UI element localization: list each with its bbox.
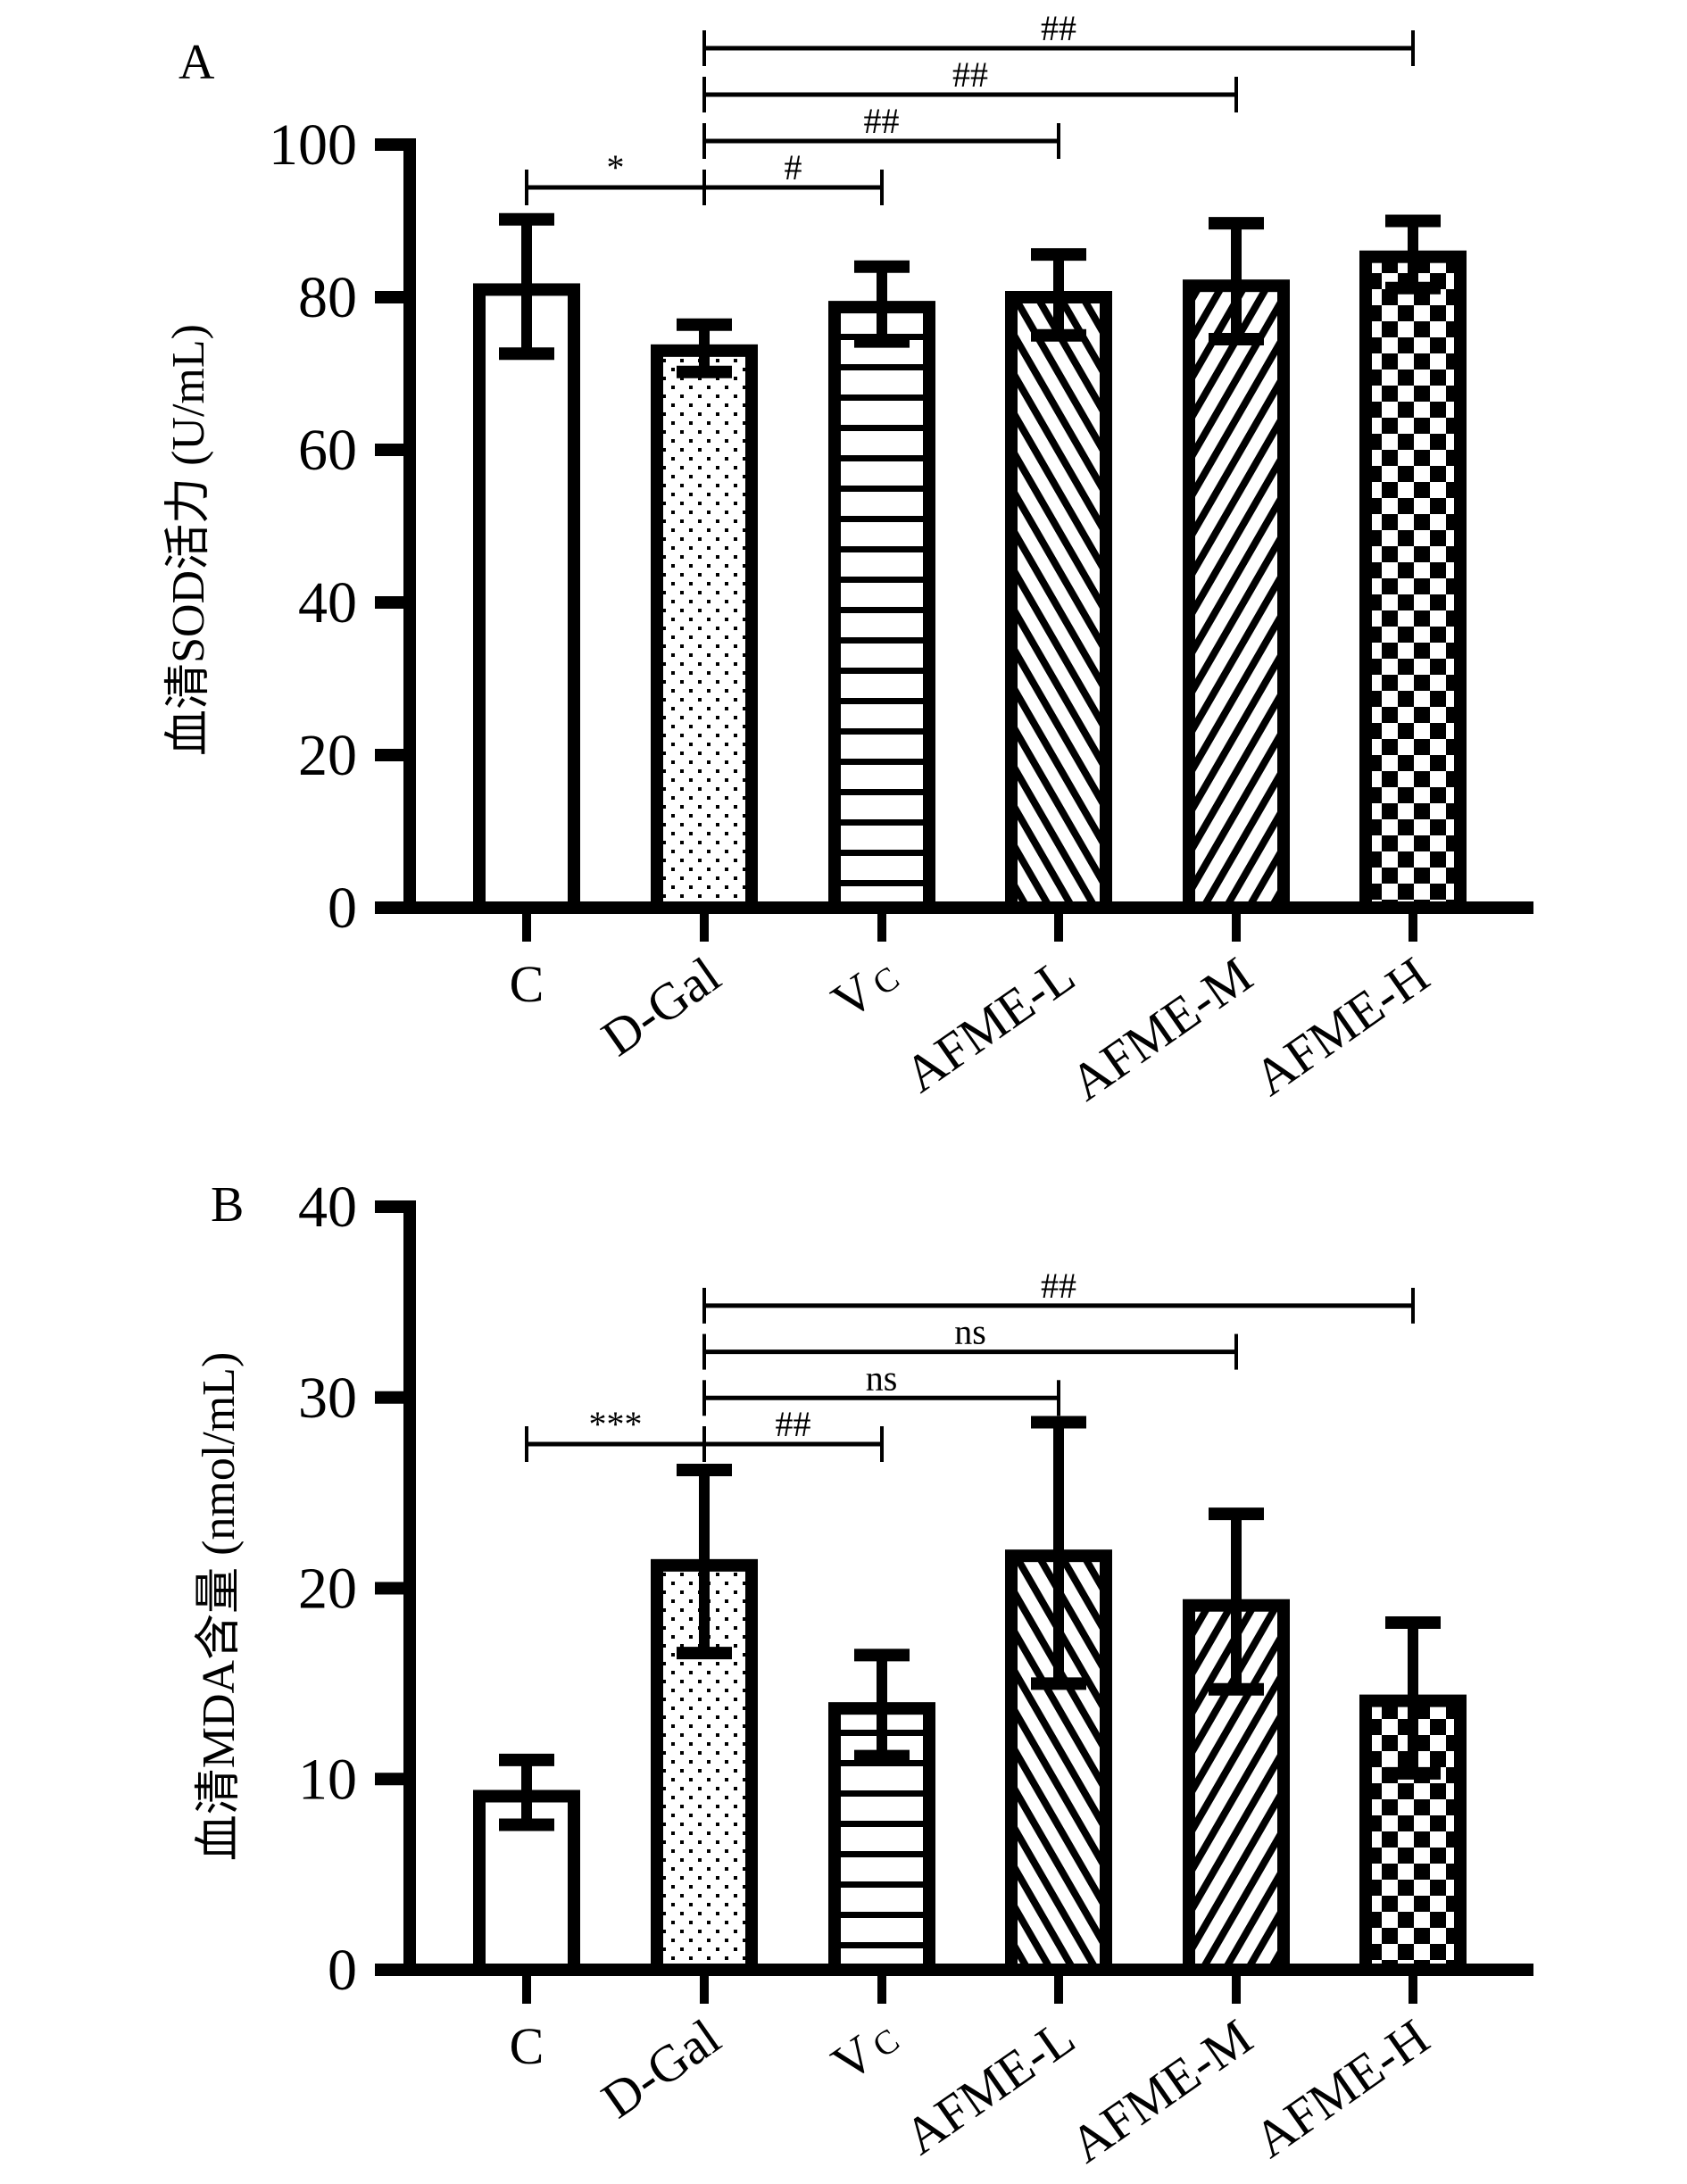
bar-afme-h xyxy=(1359,250,1467,914)
y-tick-label: 40 xyxy=(298,1175,357,1240)
significance-b: *** ## ns ns ## xyxy=(525,1266,1415,1462)
error-bars-a xyxy=(499,212,1441,378)
significance-label: ns xyxy=(866,1358,898,1398)
category-label-main: AFME-H xyxy=(1243,2007,1439,2169)
y-tick-label: 10 xyxy=(298,1747,357,1812)
category-label-main: D-Gal xyxy=(591,945,730,1067)
y-tick-label: 40 xyxy=(298,570,357,635)
category-label-main: AFME-M xyxy=(1060,2007,1262,2173)
significance-label: ## xyxy=(864,101,900,141)
category-label: C xyxy=(510,955,544,1013)
significance-label: * xyxy=(607,147,625,187)
significance-a: * ####### xyxy=(525,8,1415,205)
category-label-main: C xyxy=(510,955,544,1013)
category-label: AFME-L xyxy=(893,2007,1084,2165)
category-label-main: AFME-M xyxy=(1060,945,1262,1111)
y-tick-label: 60 xyxy=(298,418,357,483)
panel-b: B 血清MDA含量 (nmol/mL) 0 10 20 30 40 *** ## ns ns #… xyxy=(194,1175,1533,2174)
category-label: AFME-H xyxy=(1243,2007,1439,2169)
significance-label: # xyxy=(785,147,802,187)
y-axis-title-b: 血清MDA含量 (nmol/mL) xyxy=(194,1352,245,1862)
y-tick-label: 20 xyxy=(298,723,357,788)
category-label: D-Gal xyxy=(591,945,730,1067)
y-tick-label: 100 xyxy=(269,112,357,178)
bar-d-gal xyxy=(651,344,758,915)
category-label: AFME-L xyxy=(893,945,1084,1103)
category-label: C xyxy=(510,2017,544,2075)
significance-label: ## xyxy=(952,54,988,95)
category-label-main: AFME-H xyxy=(1243,945,1439,1107)
category-label-main: AFME-L xyxy=(893,2007,1084,2165)
bar-afme-m xyxy=(1183,279,1290,914)
bar-c xyxy=(473,283,580,914)
y-tick-label: 0 xyxy=(328,876,357,941)
significance-label: ## xyxy=(1041,8,1076,48)
significance-label: ns xyxy=(954,1312,986,1352)
bars-b xyxy=(473,1549,1467,1977)
category-label: AFME-M xyxy=(1060,945,1262,1111)
significance-label: *** xyxy=(589,1404,643,1444)
panel-label-a: A xyxy=(179,35,215,90)
y-tick-label: 30 xyxy=(298,1366,357,1431)
bar-afme-l xyxy=(1005,291,1112,914)
significance-label: ## xyxy=(1041,1266,1076,1306)
y-tick-label: 80 xyxy=(298,265,357,330)
category-label: D-Gal xyxy=(591,2007,730,2129)
category-label-main: C xyxy=(510,2017,544,2075)
category-label: VC xyxy=(821,2007,908,2092)
y-tick-label: 20 xyxy=(298,1557,357,1622)
panel-label-b: B xyxy=(211,1177,244,1233)
bar-vc xyxy=(828,301,935,914)
category-label-main: AFME-L xyxy=(893,945,1084,1103)
y-axis-title-a: 血清SOD活力 (U/mL) xyxy=(163,324,214,756)
error-bars-b xyxy=(499,1416,1441,1831)
category-label: AFME-H xyxy=(1243,945,1439,1107)
bar-afme-h xyxy=(1359,1694,1467,1977)
significance-label: ## xyxy=(776,1404,811,1444)
category-label: VC xyxy=(821,945,908,1030)
y-tick-label: 0 xyxy=(328,1938,357,2003)
bars-a xyxy=(473,250,1467,915)
category-label: AFME-M xyxy=(1060,2007,1262,2173)
category-label-main: D-Gal xyxy=(591,2007,730,2129)
